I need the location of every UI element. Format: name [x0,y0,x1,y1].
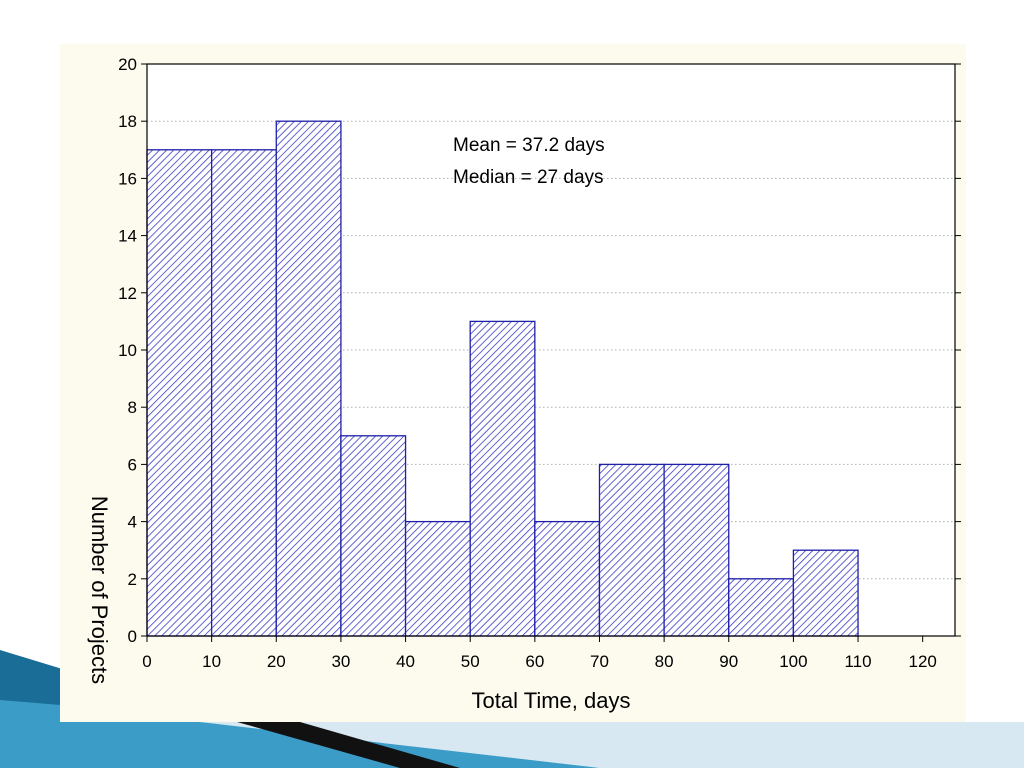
x-tick-label: 90 [719,652,738,671]
y-axis-ticks: 0 2 4 6 8 10 12 14 16 18 20 [118,55,961,646]
histogram-bar [210,149,277,637]
y-axis-title: Number of Projects [87,496,112,684]
decor-wave-light [200,722,1024,768]
y-tick-label: 18 [118,112,137,131]
x-tick-label: 80 [655,652,674,671]
x-tick-label: 0 [142,652,151,671]
y-tick-label: 6 [128,455,137,474]
histogram-bar [404,520,471,637]
x-tick-label: 10 [202,652,221,671]
x-tick-label: 30 [331,652,350,671]
x-axis-ticks: 0 10 20 30 40 50 60 70 80 90 100 110 120 [142,636,937,671]
histogram-bar [469,320,536,637]
x-tick-label: 120 [908,652,936,671]
histogram-bars [146,120,859,637]
histogram-bar [534,520,601,637]
y-tick-label: 14 [118,227,137,246]
y-tick-label: 16 [118,169,137,188]
histogram-bar [663,463,730,637]
y-tick-label: 20 [118,55,137,74]
y-tick-label: 12 [118,284,137,303]
x-tick-label: 20 [267,652,286,671]
histogram-chart: 0 2 4 6 8 10 12 14 16 18 20 0 10 20 30 40 50 60 70 80 90 100… [87,55,961,713]
x-tick-label: 60 [525,652,544,671]
y-tick-label: 8 [128,398,137,417]
histogram-bar [275,120,342,637]
histogram-bar [146,149,213,637]
y-tick-label: 2 [128,570,137,589]
histogram-bar [792,549,859,637]
annotation-mean: Mean = 37.2 days [453,135,605,156]
grid-lines [147,120,955,580]
histogram-bar [598,463,665,637]
y-tick-label: 0 [128,627,137,646]
histogram-bar [728,578,795,637]
x-tick-label: 110 [844,652,871,671]
x-tick-label: 100 [779,652,807,671]
x-tick-label: 40 [396,652,415,671]
decor-wave-black [230,720,460,768]
chart-panel: 0 2 4 6 8 10 12 14 16 18 20 0 10 20 30 40 50 60 70 80 90 100… [60,44,966,722]
y-tick-label: 10 [118,341,137,360]
x-tick-label: 50 [461,652,480,671]
x-tick-label: 70 [590,652,609,671]
y-tick-label: 4 [128,513,137,532]
annotation-median: Median = 27 days [453,167,604,188]
x-axis-title: Total Time, days [472,688,631,713]
histogram-bar [340,435,407,637]
